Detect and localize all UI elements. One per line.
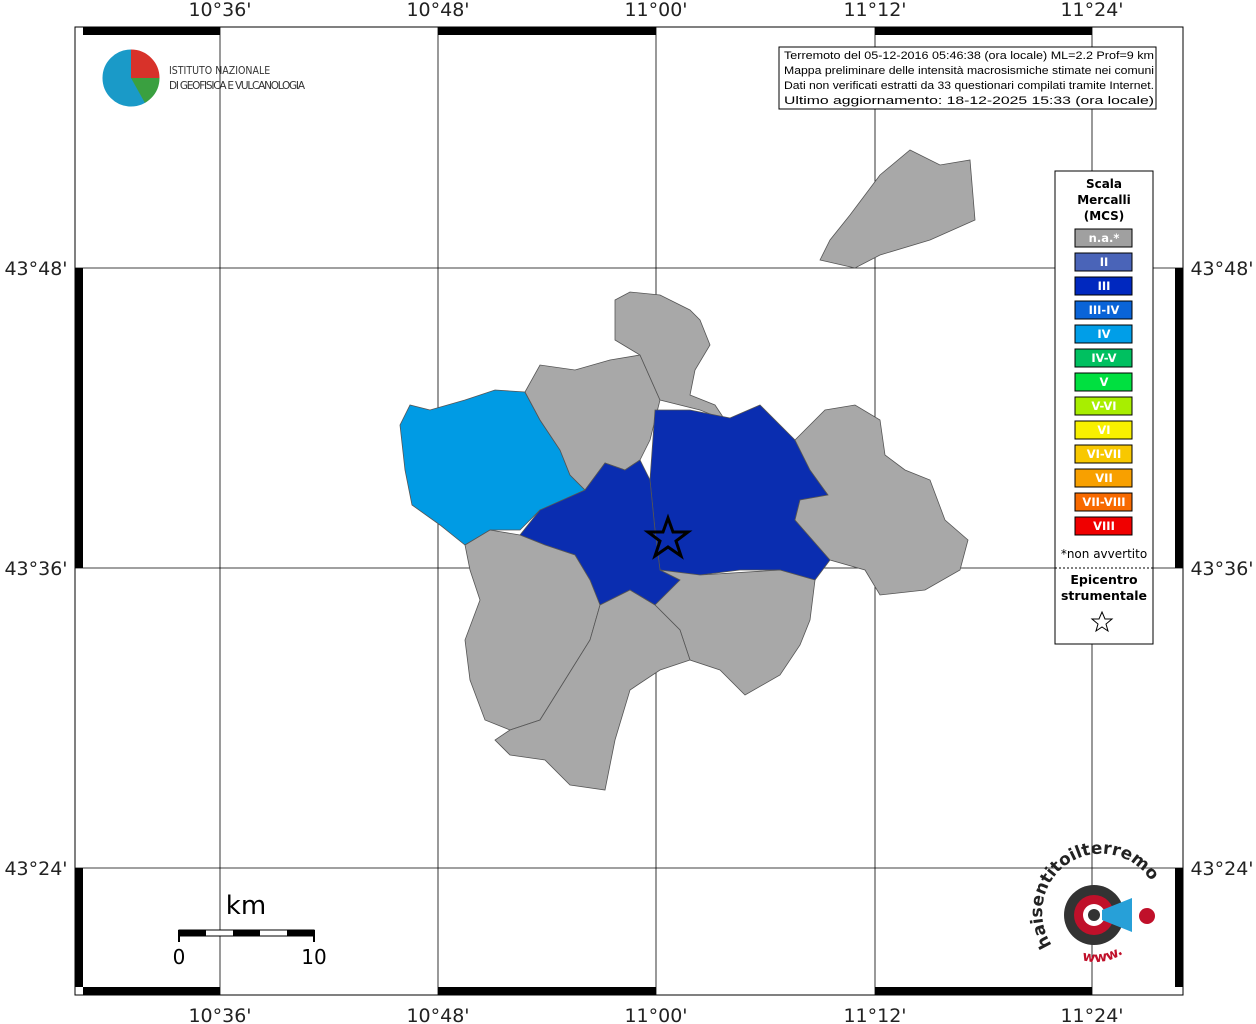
longitude-label: 10°48' bbox=[406, 1005, 469, 1024]
latitude-label: 43°24' bbox=[1190, 858, 1253, 880]
longitude-label: 10°48' bbox=[406, 0, 469, 21]
info-box bbox=[778, 46, 1157, 110]
epicenter-star bbox=[643, 513, 693, 560]
latitude-label: 43°48' bbox=[4, 258, 67, 280]
latitude-label: 43°36' bbox=[4, 558, 67, 580]
legend-swatch bbox=[1074, 468, 1133, 488]
legend-title: Scala bbox=[1086, 177, 1122, 191]
legend-title: (MCS) bbox=[1084, 209, 1125, 223]
frame-bars bbox=[75, 27, 1183, 995]
municipalities bbox=[399, 149, 976, 791]
legend-swatch bbox=[1074, 228, 1133, 248]
legend-swatch bbox=[1074, 516, 1133, 536]
legend-swatch bbox=[1074, 420, 1133, 440]
info-line: Mappa preliminare delle intensità macros… bbox=[784, 65, 1154, 77]
scale-label: 10 bbox=[301, 945, 326, 969]
legend-title: Mercalli bbox=[1077, 193, 1131, 207]
legend-epicenter: Epicentro bbox=[1070, 572, 1138, 587]
legend-swatch bbox=[1074, 396, 1133, 416]
legend-label: IV-V bbox=[1091, 351, 1116, 365]
badge bbox=[1064, 885, 1155, 945]
longitude-label: 10°36' bbox=[188, 0, 251, 21]
longitude-label: 11°24' bbox=[1060, 1005, 1123, 1024]
legend-label: IV bbox=[1097, 327, 1110, 341]
legend-label: VII-VIII bbox=[1082, 495, 1125, 509]
legend-label: III-IV bbox=[1089, 303, 1120, 317]
latitude-label: 43°48' bbox=[1190, 258, 1253, 280]
legend-label: VII bbox=[1095, 471, 1112, 485]
legend-swatch bbox=[1074, 348, 1133, 368]
longitude-label: 11°00' bbox=[624, 0, 687, 21]
logo-text: DI GEOFISICA E VULCANOLOGIA bbox=[169, 80, 306, 92]
scale-unit: km bbox=[226, 891, 266, 921]
legend-swatch bbox=[1074, 324, 1133, 344]
legend-label: V bbox=[1100, 375, 1109, 389]
legend-epicenter: strumentale bbox=[1061, 588, 1147, 603]
legend-label: n.a.* bbox=[1089, 231, 1120, 245]
ingv-logo bbox=[101, 48, 161, 108]
info-line: Dati non verificati estratti da 33 quest… bbox=[784, 80, 1154, 92]
latitude-label: 43°36' bbox=[1190, 558, 1253, 580]
legend-swatch bbox=[1074, 444, 1133, 464]
legend-star bbox=[1090, 610, 1114, 633]
legend-swatch bbox=[1074, 276, 1133, 296]
legend-label: VIII bbox=[1093, 519, 1115, 533]
legend-label: III bbox=[1098, 279, 1111, 293]
longitude-label: 11°12' bbox=[843, 0, 906, 21]
info-line: Terremoto del 05-12-2016 05:46:38 (ora l… bbox=[784, 50, 1154, 62]
longitude-label: 11°00' bbox=[624, 1005, 687, 1024]
longitude-label: 11°12' bbox=[843, 1005, 906, 1024]
logo-text: ISTITUTO NAZIONALE bbox=[169, 65, 270, 77]
legend-label: V-VI bbox=[1091, 399, 1116, 413]
legend-swatch bbox=[1074, 372, 1133, 392]
info-line: Ultimo aggiornamento: 18-12-2025 15:33 (… bbox=[784, 95, 1154, 107]
legend-note: *non avvertito bbox=[1061, 547, 1147, 561]
legend-swatch bbox=[1074, 492, 1133, 512]
scale-label: 0 bbox=[173, 945, 186, 969]
legend-swatch bbox=[1074, 300, 1133, 320]
longitude-label: 11°24' bbox=[1060, 0, 1123, 21]
scale-bar bbox=[178, 929, 315, 942]
latitude-label: 43°24' bbox=[4, 858, 67, 880]
legend-swatch bbox=[1074, 252, 1133, 272]
legend-label: VI-VII bbox=[1087, 447, 1122, 461]
longitude-label: 10°36' bbox=[188, 1005, 251, 1024]
legend-label: II bbox=[1100, 255, 1109, 269]
legend-label: VI bbox=[1097, 423, 1110, 437]
